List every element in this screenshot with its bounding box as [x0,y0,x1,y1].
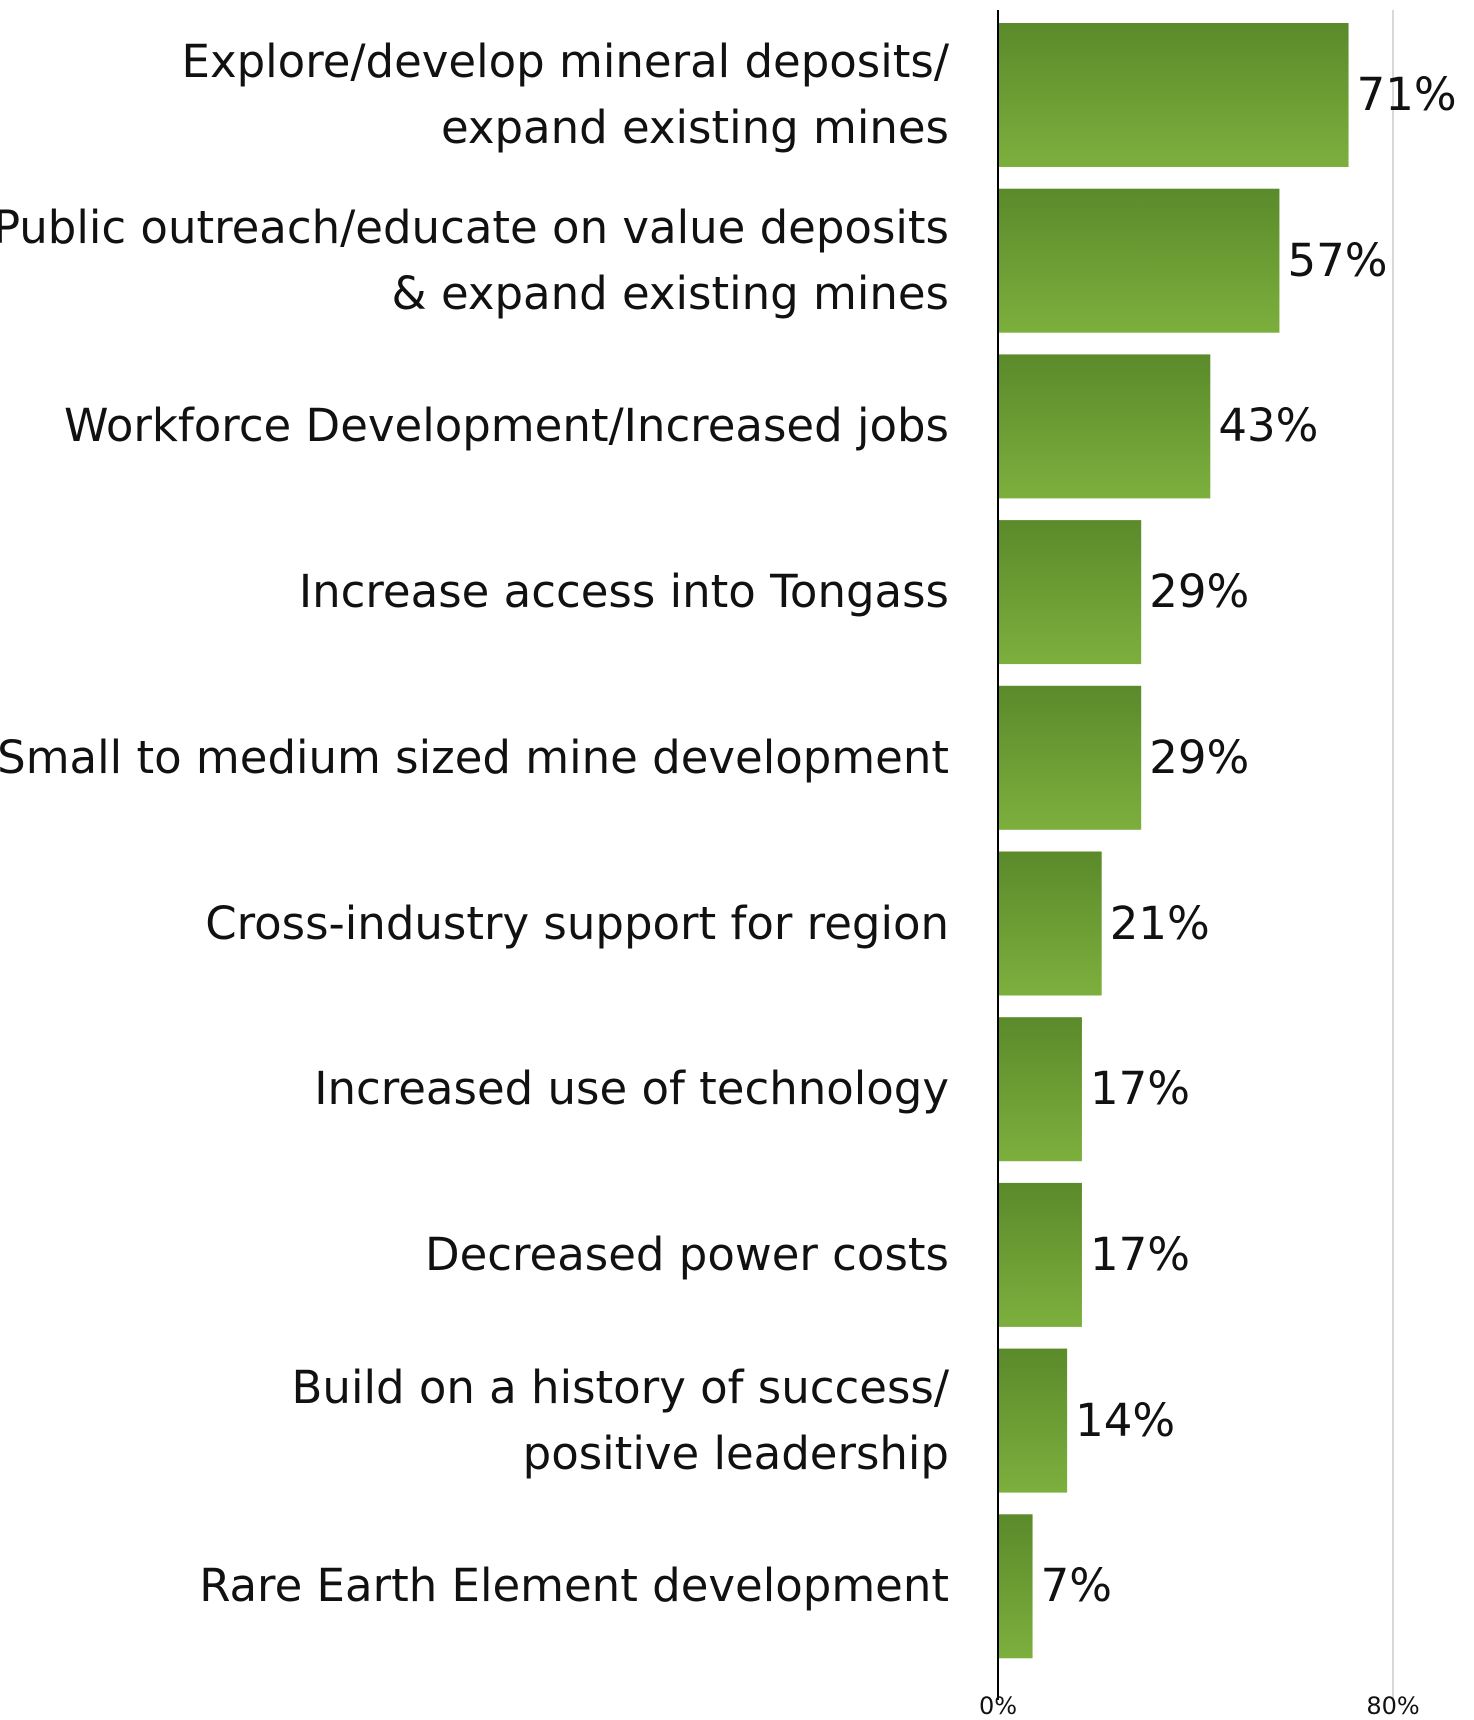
category-label-0: Explore/develop mineral deposits/expand … [0,29,949,161]
value-label-6: 17% [1089,1062,1190,1116]
category-label-0-line-0: Explore/develop mineral deposits/ [181,35,949,88]
category-label-3-line-0: Increase access into Tongass [298,565,949,619]
x-tick-label-0: 0% [978,1692,1018,1720]
value-label-8: 14% [1075,1393,1176,1447]
bar-8 [998,1348,1068,1493]
value-label-4: 29% [1149,730,1250,784]
category-label-7-line-0: Decreased power costs [424,1227,949,1281]
category-label-9-line-0: Rare Earth Element development [199,1559,949,1613]
category-label-5: Cross-industry support for region [0,891,949,957]
category-label-8-line-1: positive leadership [522,1426,949,1480]
bar-9 [998,1514,1033,1659]
bar-6 [998,1017,1082,1162]
category-label-6: Increased use of technology [0,1056,949,1122]
value-label-7: 17% [1089,1227,1190,1281]
value-label-3: 29% [1149,565,1250,619]
category-label-7: Decreased power costs [0,1222,949,1288]
category-label-8: Build on a history of success/positive l… [0,1355,949,1487]
bar-7 [998,1182,1082,1327]
bar-5 [998,851,1102,996]
category-label-8-line-0: Build on a history of success/ [291,1360,949,1414]
value-label-5: 21% [1109,896,1210,950]
category-label-5-line-0: Cross-industry support for region [205,896,949,950]
category-label-6-line-0: Increased use of technology [314,1062,949,1116]
bar-0 [998,23,1349,167]
value-label-9: 7% [1040,1559,1112,1613]
category-label-3: Increase access into Tongass [0,559,949,625]
bar-3 [998,520,1142,665]
bar-4 [998,685,1142,830]
value-label-1: 57% [1287,233,1388,287]
bar-2 [998,354,1211,499]
value-label-0: 71% [1356,68,1457,121]
category-label-1-line-1: & expand existing mines [391,266,949,320]
category-label-1-line-0: Public outreach/educate on value deposit… [0,200,949,254]
category-label-2: Workforce Development/Increased jobs [0,393,949,459]
x-tick-label-80: 80% [1366,1692,1420,1720]
category-label-9: Rare Earth Element development [0,1553,949,1619]
category-label-1: Public outreach/educate on value deposit… [0,195,949,327]
category-label-4: Small to medium sized mine development [0,725,949,791]
category-label-2-line-0: Workforce Development/Increased jobs [63,399,949,453]
value-label-2: 43% [1218,399,1319,453]
bar-1 [998,188,1280,333]
category-label-0-line-1: expand existing mines [440,101,949,154]
category-label-4-line-0: Small to medium sized mine development [0,730,949,784]
